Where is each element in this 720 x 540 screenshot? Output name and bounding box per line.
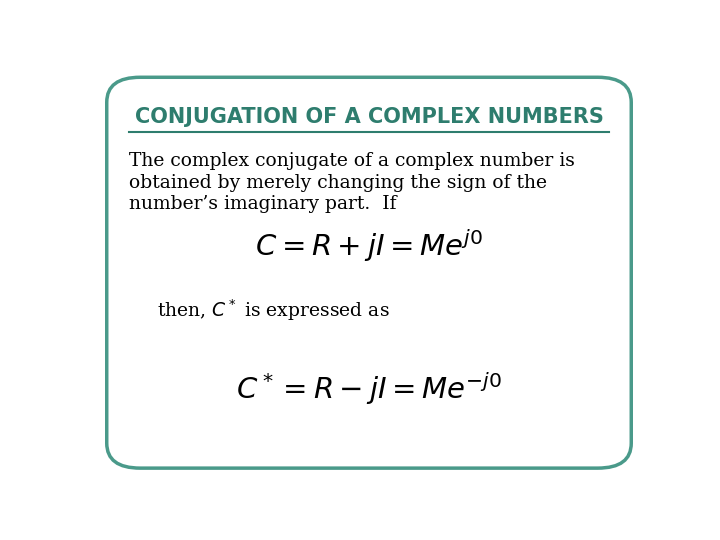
Text: $C^* = R - jI = Me^{-j0}$: $C^* = R - jI = Me^{-j0}$ — [236, 371, 502, 407]
Text: obtained by merely changing the sign of the: obtained by merely changing the sign of … — [129, 174, 547, 192]
Text: then, $C^*$ is expressed as: then, $C^*$ is expressed as — [157, 298, 390, 323]
FancyBboxPatch shape — [107, 77, 631, 468]
Text: The complex conjugate of a complex number is: The complex conjugate of a complex numbe… — [129, 152, 575, 170]
Text: $C = R + jI = Me^{j0}$: $C = R + jI = Me^{j0}$ — [255, 227, 483, 264]
Text: CONJUGATION OF A COMPLEX NUMBERS: CONJUGATION OF A COMPLEX NUMBERS — [135, 107, 603, 127]
Text: number’s imaginary part.  If: number’s imaginary part. If — [129, 195, 397, 213]
